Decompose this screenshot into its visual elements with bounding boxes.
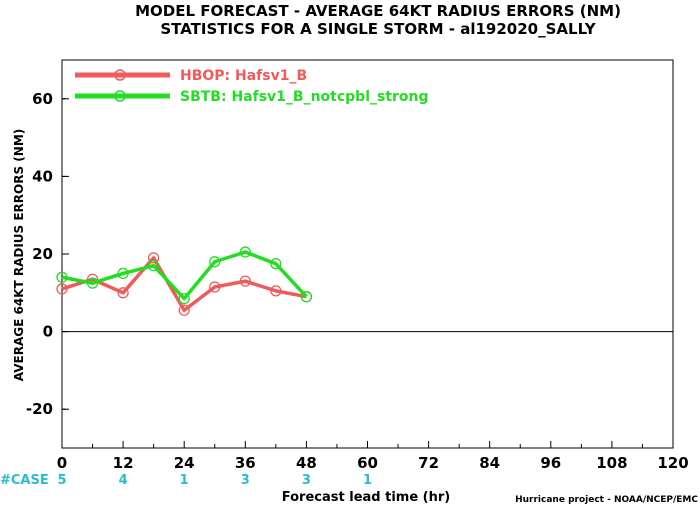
series-point-1 — [209, 281, 221, 293]
series-point-1 — [270, 285, 282, 297]
series-point-2 — [270, 258, 282, 270]
series-point-2 — [117, 267, 129, 280]
y-axis-label: AVERAGE 64KT RADIUS ERRORS (NM) — [12, 129, 26, 381]
case-count: 3 — [241, 473, 250, 488]
series-line-1 — [61, 256, 307, 313]
series-line-2 — [61, 250, 308, 301]
legend-marker-1 — [114, 69, 126, 81]
x-tick-label: 96 — [540, 454, 561, 472]
x-tick-label: 72 — [418, 454, 439, 472]
x-tick-label: 84 — [479, 454, 500, 472]
case-count: 3 — [302, 473, 311, 488]
plot-frame — [61, 59, 674, 449]
y-tick-label: 20 — [32, 245, 53, 263]
x-tick-label: 12 — [113, 454, 134, 472]
series-point-1 — [117, 287, 129, 299]
series-point-2 — [86, 277, 99, 289]
y-tick-label: -20 — [26, 400, 53, 418]
x-axis-label: Forecast lead time (hr) — [282, 490, 450, 505]
case-label: #CASE — [0, 473, 49, 488]
series-point-1 — [147, 252, 160, 264]
x-tick-label: 24 — [174, 454, 195, 472]
case-count: 1 — [363, 473, 372, 488]
chart-subtitle: STATISTICS FOR A SINGLE STORM - al192020… — [160, 20, 596, 38]
chart-title: MODEL FORECAST - AVERAGE 64KT RADIUS ERR… — [135, 2, 621, 20]
x-tick-label: 36 — [235, 454, 256, 472]
y-tick-label: 40 — [32, 167, 53, 185]
legend-label-1: HBOP: Hafsv1_B — [180, 68, 307, 84]
case-count: 1 — [180, 473, 189, 488]
series-point-1 — [239, 275, 251, 287]
legend-label-2: SBTB: Hafsv1_B_notcpbl_strong — [180, 89, 429, 105]
x-tick-label: 60 — [357, 454, 378, 472]
y-tick-label: 60 — [32, 90, 53, 108]
series-point-2 — [56, 271, 68, 283]
series-point-2 — [239, 246, 251, 258]
series-point-1 — [56, 283, 68, 295]
legend-marker-2 — [114, 90, 126, 102]
series-point-2 — [147, 259, 160, 272]
x-tick-label: 0 — [57, 454, 67, 472]
case-count: 5 — [57, 473, 66, 488]
series-point-2 — [178, 292, 190, 305]
credit-text: Hurricane project - NOAA/NCEP/EMC — [515, 495, 698, 505]
series-point-1 — [178, 304, 190, 316]
y-tick-label: 0 — [43, 323, 53, 341]
series-point-2 — [300, 291, 313, 303]
series-point-2 — [209, 256, 221, 268]
case-count: 4 — [119, 473, 128, 488]
x-tick-label: 108 — [596, 454, 627, 472]
x-tick-label: 48 — [296, 454, 317, 472]
x-tick-label: 120 — [657, 454, 688, 472]
